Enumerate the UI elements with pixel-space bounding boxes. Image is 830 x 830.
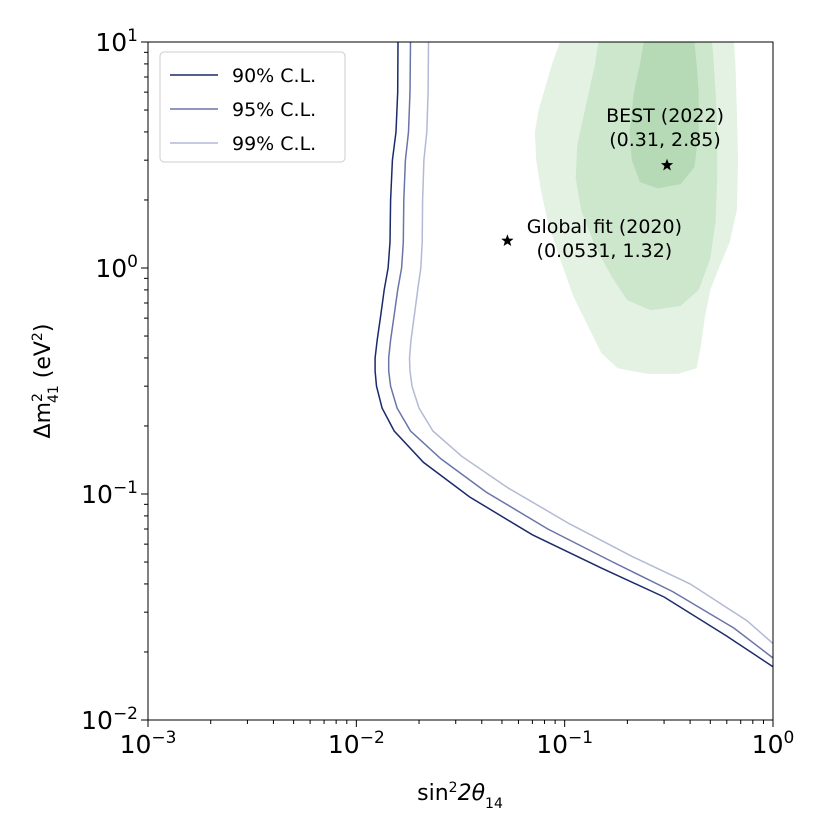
- x-tick-label: 10−2: [328, 728, 385, 759]
- allowed-region-3: [629, 42, 699, 189]
- legend: 90% C.L. 95% C.L. 99% C.L.: [159, 51, 346, 163]
- exclusion-curve-3: [408, 42, 773, 645]
- y-tick-label: 10−1: [81, 478, 138, 509]
- legend-label-3: 99% C.L.: [232, 133, 316, 155]
- fit-label-2: Global fit (2020): [527, 216, 682, 238]
- exclusion-curves: [374, 42, 773, 668]
- fit-star-1: [660, 158, 674, 171]
- y-axis-label: Δm241 (eV2): [30, 324, 62, 439]
- axis-ticks: [141, 41, 774, 727]
- legend-label-2: 95% C.L.: [232, 99, 316, 121]
- allowed-region-2: [575, 42, 718, 311]
- legend-label-1: 90% C.L.: [232, 65, 316, 87]
- y-tick-label: 101: [95, 26, 138, 57]
- fit-markers: BEST (2022)(0.31, 2.85) Global fit (2020)…: [501, 105, 724, 262]
- x-tick-label: 100: [752, 728, 795, 759]
- x-tick-label: 10−3: [120, 728, 177, 759]
- allowed-regions: [534, 42, 739, 374]
- fit-values-1: (0.31, 2.85): [609, 129, 721, 151]
- x-axis-label: sin22θ14: [417, 780, 503, 812]
- fit-label-1: BEST (2022): [606, 105, 724, 127]
- plot-frame: [147, 41, 774, 721]
- legend-box: [159, 51, 346, 163]
- y-tick-label: 10−2: [81, 704, 138, 735]
- fit-star-2: [501, 234, 514, 246]
- allowed-region-1: [534, 42, 739, 374]
- x-tick-label: 10−1: [536, 728, 593, 759]
- exclusion-curve-2: [387, 42, 773, 659]
- exclusion-curve-1: [374, 42, 773, 668]
- fit-values-2: (0.0531, 1.32): [537, 240, 673, 262]
- y-tick-label: 100: [95, 252, 138, 283]
